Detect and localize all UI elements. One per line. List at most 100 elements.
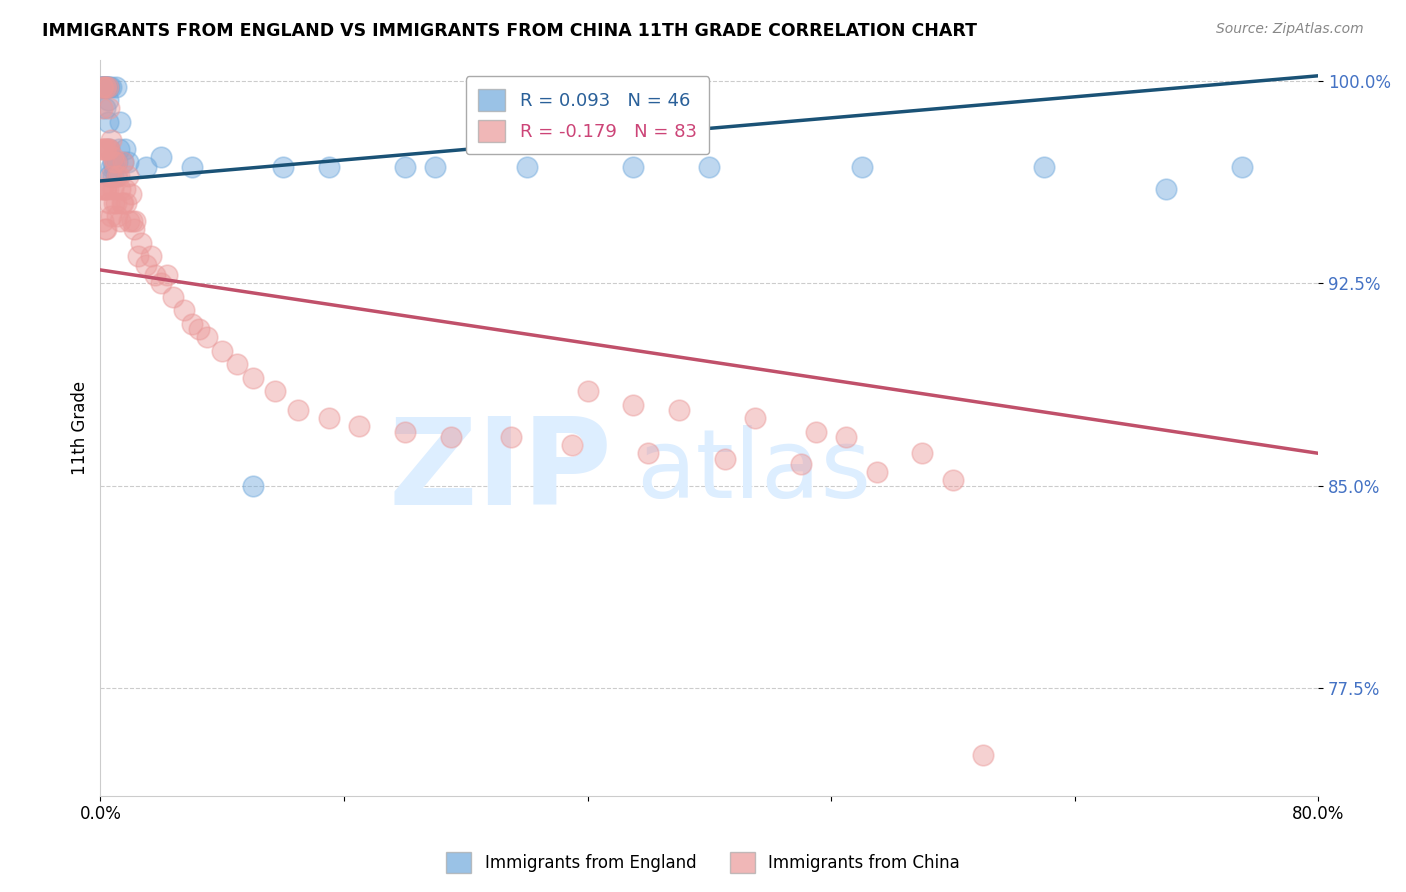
Point (90, 182, 112, 196)
Point (117, 169, 139, 183)
Point (347, 419, 370, 434)
Point (561, 438, 583, 452)
Point (93, 79, 115, 94)
Point (121, 214, 143, 228)
Point (271, 161, 294, 175)
Text: ZIP: ZIP (388, 413, 612, 531)
Point (103, 161, 125, 175)
Point (98, 142, 121, 156)
Point (98, 195, 121, 210)
Point (115, 195, 138, 210)
Point (713, 451, 735, 466)
Point (96, 182, 118, 196)
Point (668, 403, 690, 417)
Point (1230, 161, 1253, 175)
Point (93, 79, 115, 94)
Point (101, 155, 124, 169)
Point (105, 155, 128, 169)
Point (621, 161, 644, 175)
Point (180, 161, 202, 175)
Point (173, 303, 195, 318)
Point (111, 195, 134, 210)
Point (104, 155, 127, 169)
Point (90, 79, 112, 94)
Point (97, 182, 120, 196)
Point (942, 473, 965, 487)
Point (1033, 161, 1056, 175)
Point (188, 322, 211, 336)
Y-axis label: 11th Grade: 11th Grade (72, 381, 89, 475)
Point (117, 155, 139, 169)
Point (112, 155, 135, 169)
Point (107, 169, 129, 183)
Point (97, 114, 120, 128)
Point (911, 446, 934, 460)
Point (114, 182, 136, 196)
Point (394, 161, 416, 175)
Point (122, 222, 145, 236)
Point (94, 182, 117, 196)
Point (94, 142, 117, 156)
Point (100, 79, 122, 94)
Point (394, 425, 416, 439)
Point (135, 258, 157, 272)
Point (96, 142, 118, 156)
Point (90, 79, 112, 94)
Text: IMMIGRANTS FROM ENGLAND VS IMMIGRANTS FROM CHINA 11TH GRADE CORRELATION CHART: IMMIGRANTS FROM ENGLAND VS IMMIGRANTS FR… (42, 22, 977, 40)
Point (180, 317, 202, 331)
Point (98, 169, 121, 183)
Point (96, 79, 118, 94)
Point (835, 430, 858, 444)
Point (98, 142, 121, 156)
Point (195, 330, 218, 344)
Point (94, 222, 117, 236)
Point (804, 425, 827, 439)
Point (108, 182, 131, 196)
Point (131, 235, 153, 250)
Point (318, 411, 340, 425)
Point (96, 222, 118, 236)
Point (264, 384, 287, 399)
Point (101, 169, 124, 183)
Point (120, 187, 142, 202)
Point (744, 411, 766, 425)
Point (97, 142, 120, 156)
Point (93, 214, 115, 228)
Point (226, 357, 249, 371)
Point (108, 214, 131, 228)
Point (108, 114, 131, 128)
Point (139, 249, 162, 263)
Point (97, 79, 120, 94)
Point (104, 195, 127, 210)
Point (96, 79, 118, 94)
Point (98, 101, 121, 115)
Point (104, 169, 127, 183)
Point (100, 134, 122, 148)
Point (114, 142, 136, 156)
Point (101, 150, 124, 164)
Point (143, 268, 166, 283)
Point (866, 465, 889, 479)
Point (439, 430, 461, 444)
Point (97, 93, 120, 107)
Point (150, 150, 173, 164)
Point (576, 384, 599, 399)
Point (150, 277, 173, 291)
Point (98, 79, 121, 94)
Point (97, 79, 120, 94)
Point (124, 214, 146, 228)
Point (90, 79, 112, 94)
Point (100, 169, 122, 183)
Point (851, 161, 873, 175)
Point (112, 155, 135, 169)
Point (162, 290, 184, 304)
Point (1154, 182, 1177, 196)
Text: atlas: atlas (637, 425, 872, 518)
Point (100, 209, 122, 223)
Point (96, 79, 118, 94)
Point (127, 249, 149, 263)
Point (242, 371, 264, 385)
Point (118, 214, 141, 228)
Point (637, 446, 659, 460)
Point (93, 182, 115, 196)
